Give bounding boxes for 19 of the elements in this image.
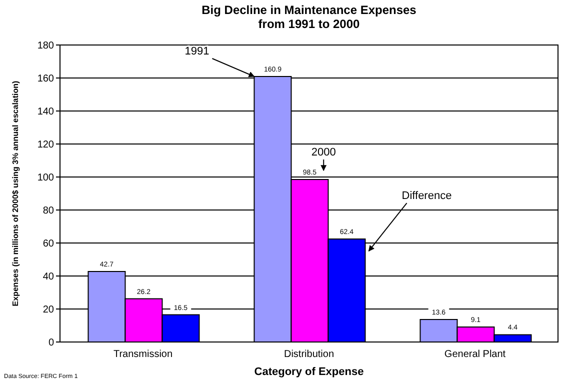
y-tick-label: 140 xyxy=(37,106,54,118)
y-tick-label: 80 xyxy=(42,206,54,217)
y-tick-label: 100 xyxy=(37,172,54,184)
x-tick-label: General Plant xyxy=(444,349,506,360)
y-tick-label: 20 xyxy=(42,304,54,316)
y-tick-label: 40 xyxy=(42,272,54,283)
x-tick-label: Transmission xyxy=(113,349,173,360)
x-axis-title: Category of Expense xyxy=(254,366,364,378)
y-tick-label: 180 xyxy=(37,40,54,52)
chart-title: Big Decline in Maintenance Expenses from 1991 to 2000 xyxy=(202,3,417,31)
series-label: 2000 xyxy=(311,146,336,158)
y-tick-label: 120 xyxy=(37,140,54,151)
y-tick-label: 0 xyxy=(48,338,54,349)
text: 1991 xyxy=(184,46,210,58)
y-axis-title: Expenses (in millions of 2000$ using 3% annual escalation) xyxy=(11,80,20,306)
text: Difference xyxy=(402,190,452,202)
y-tick-label: 160 xyxy=(37,74,54,85)
x-tick-label: Distribution xyxy=(284,349,334,360)
y-tick-label: 60 xyxy=(42,238,54,250)
